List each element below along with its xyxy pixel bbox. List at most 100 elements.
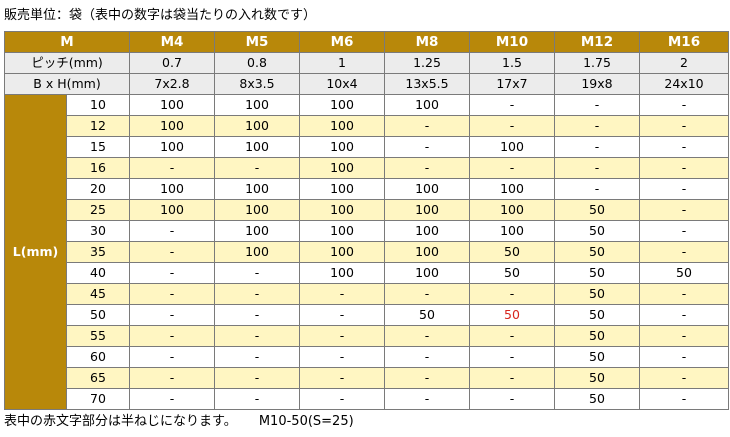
quantity-cell: - [639, 367, 729, 389]
quantity-cell: 50 [469, 241, 555, 263]
quantity-cell: - [639, 220, 729, 242]
pitch-value: 0.7 [129, 52, 215, 74]
quantity-cell: - [554, 94, 640, 116]
length-row: 70- - - - -50- [5, 388, 729, 410]
quantity-cell: 50 [554, 283, 640, 305]
quantity-cell: - [554, 136, 640, 158]
length-value: 10 [66, 94, 130, 116]
quantity-cell: 100 [384, 199, 470, 221]
length-value: 45 [66, 283, 130, 305]
length-value: 50 [66, 304, 130, 326]
quantity-cell: 100 [299, 136, 385, 158]
quantity-cell: 50 [554, 325, 640, 347]
length-value: 20 [66, 178, 130, 200]
quantity-cell: 100 [469, 136, 555, 158]
quantity-cell: 100 [384, 178, 470, 200]
quantity-cell: - [554, 115, 640, 137]
quantity-cell: - [129, 388, 215, 410]
bxh-value: 19x8 [554, 73, 640, 95]
length-value: 65 [66, 367, 130, 389]
quantity-cell: - [214, 346, 300, 368]
quantity-cell: - [469, 94, 555, 116]
size-header: M12 [554, 31, 640, 53]
quantity-cell: 100 [129, 94, 215, 116]
quantity-cell: - [214, 283, 300, 305]
quantity-cell: - [384, 367, 470, 389]
length-row: 50- - -50 50 50- [5, 304, 729, 326]
quantity-cell: - [639, 94, 729, 116]
quantity-cell: - [554, 157, 640, 179]
quantity-cell: 100 [299, 115, 385, 137]
quantity-cell: - [129, 241, 215, 263]
quantity-cell: - [214, 304, 300, 326]
size-header: M6 [299, 31, 385, 53]
bxh-value: 8x3.5 [214, 73, 300, 95]
page-title: 販売単位：袋（表中の数字は袋当たりの入れ数です） [4, 8, 317, 23]
quantity-cell: - [129, 325, 215, 347]
quantity-cell: 100 [299, 241, 385, 263]
quantity-cell: - [469, 388, 555, 410]
length-row: 55- - - - -50- [5, 325, 729, 347]
quantity-cell: - [639, 136, 729, 158]
length-value: 40 [66, 262, 130, 284]
quantity-cell: - [469, 157, 555, 179]
quantity-cell: - [384, 136, 470, 158]
quantity-cell: 50 [554, 199, 640, 221]
spec-table: M M4 M5 M6 M8 M10 M12 M16 ピッチ(mm) 0.7 0.… [4, 31, 729, 410]
length-value: 35 [66, 241, 130, 263]
quantity-cell: 100 [129, 136, 215, 158]
length-value: 60 [66, 346, 130, 368]
quantity-cell: - [384, 157, 470, 179]
quantity-cell: - [299, 346, 385, 368]
quantity-cell: 100 [384, 94, 470, 116]
size-header: M16 [639, 31, 729, 53]
quantity-cell: 50 [554, 220, 640, 242]
length-row: 25 100 100 100 100 100 50- [5, 199, 729, 221]
quantity-cell: 100 [469, 220, 555, 242]
pitch-value: 1.5 [469, 52, 555, 74]
length-value: 12 [66, 115, 130, 137]
length-row: 60- - - - -50- [5, 346, 729, 368]
quantity-cell: - [129, 346, 215, 368]
quantity-cell: - [214, 367, 300, 389]
pitch-value: 1 [299, 52, 385, 74]
quantity-cell: - [299, 367, 385, 389]
size-header: M8 [384, 31, 470, 53]
quantity-cell: - [299, 388, 385, 410]
length-row: 35-100 100 100 50 50- [5, 241, 729, 263]
quantity-cell: - [469, 115, 555, 137]
bxh-value: 7x2.8 [129, 73, 215, 95]
m-header: M [4, 31, 130, 53]
length-row: 30-100 100 100 100 50- [5, 220, 729, 242]
quantity-cell: 100 [214, 115, 300, 137]
quantity-cell: - [639, 346, 729, 368]
quantity-cell: - [469, 283, 555, 305]
length-value: 15 [66, 136, 130, 158]
quantity-cell: 100 [469, 178, 555, 200]
quantity-cell: - [129, 367, 215, 389]
footer-note: 表中の赤文字部分は半ねじになります。 M10-50(S=25) [4, 413, 354, 431]
quantity-cell: - [129, 220, 215, 242]
header-row: M M4 M5 M6 M8 M10 M12 M16 [4, 31, 729, 53]
length-label: L(mm) [4, 94, 67, 410]
quantity-cell: - [639, 115, 729, 137]
quantity-cell: 50 [554, 304, 640, 326]
quantity-cell: 100 [129, 199, 215, 221]
quantity-cell: 50 [554, 346, 640, 368]
quantity-cell: 100 [214, 94, 300, 116]
quantity-cell: 100 [214, 136, 300, 158]
quantity-cell: - [129, 157, 215, 179]
quantity-cell: - [214, 157, 300, 179]
quantity-cell: - [469, 367, 555, 389]
quantity-cell: 100 [299, 94, 385, 116]
quantity-cell: 100 [129, 178, 215, 200]
quantity-cell: - [639, 241, 729, 263]
quantity-cell: 50 [554, 388, 640, 410]
size-header: M4 [129, 31, 215, 53]
quantity-cell: - [639, 157, 729, 179]
quantity-cell: - [214, 262, 300, 284]
quantity-cell: 50 [554, 241, 640, 263]
quantity-cell: - [129, 283, 215, 305]
quantity-cell: - [639, 178, 729, 200]
quantity-cell: - [639, 388, 729, 410]
